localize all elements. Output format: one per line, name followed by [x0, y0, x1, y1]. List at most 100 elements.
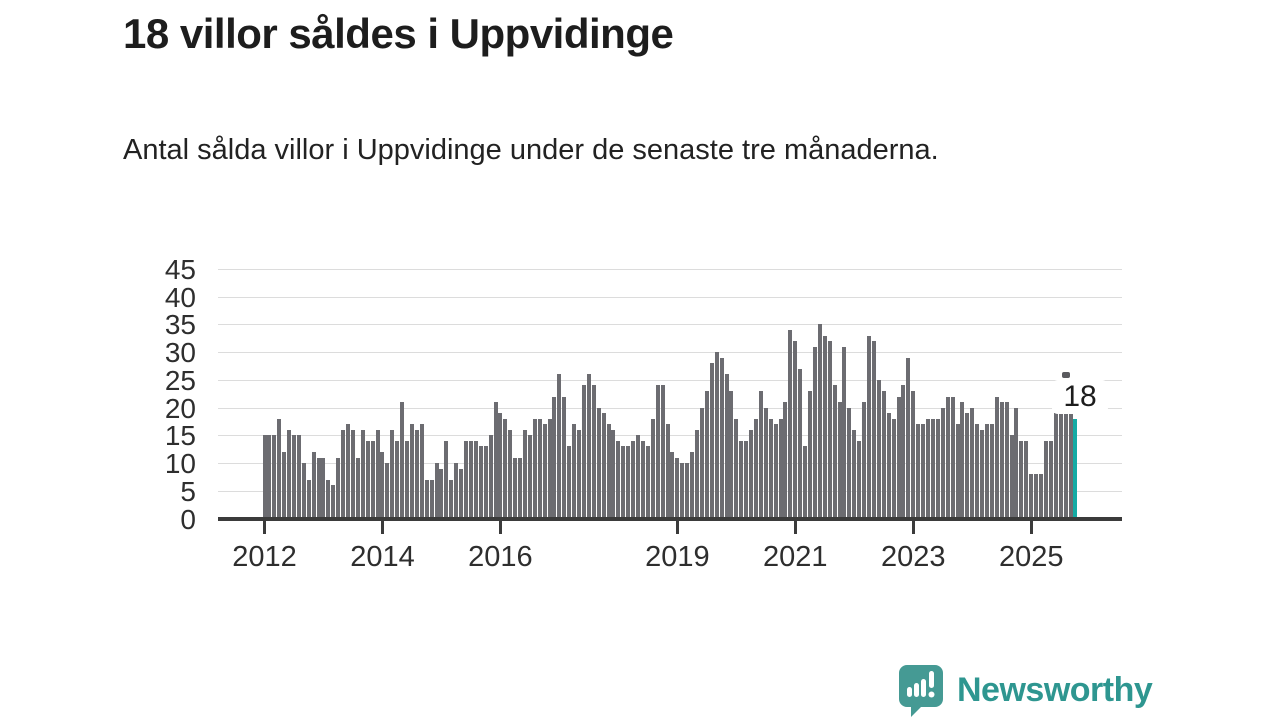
bar [724, 374, 729, 519]
bar [783, 402, 788, 519]
bar [729, 390, 734, 519]
bar [778, 418, 783, 519]
y-tick-label: 45 [164, 254, 196, 285]
bar [965, 413, 970, 519]
bar [557, 374, 562, 519]
bar [306, 479, 311, 519]
bar [935, 418, 940, 519]
bar [272, 435, 277, 519]
x-tick-label: 2014 [350, 541, 415, 573]
bar [714, 352, 719, 519]
bar [616, 440, 621, 519]
bar [400, 402, 405, 519]
x-axis-tick [263, 520, 266, 534]
bar [842, 346, 847, 519]
bar [994, 396, 999, 519]
bar [562, 396, 567, 519]
bar [955, 424, 960, 519]
bar [636, 435, 641, 519]
bar [945, 396, 950, 519]
newsworthy-logo: Newsworthy [897, 663, 1153, 717]
x-axis-line [218, 517, 1122, 521]
bar [690, 451, 695, 519]
grid-line [218, 490, 1122, 492]
bar [311, 451, 316, 519]
bar [685, 463, 690, 519]
bar [360, 429, 365, 519]
y-tick-label: 35 [164, 309, 196, 341]
bar [719, 357, 724, 519]
bar [267, 435, 272, 519]
bar [478, 446, 483, 519]
x-tick-label: 2023 [881, 541, 946, 573]
bar [596, 407, 601, 519]
bar [695, 429, 700, 519]
x-tick-label: 2025 [998, 541, 1064, 573]
bar [326, 479, 331, 519]
bar [591, 385, 596, 519]
bar [1063, 407, 1068, 519]
bar [709, 363, 714, 519]
y-tick-label: 5 [180, 475, 196, 507]
bar [1024, 440, 1029, 519]
bar [754, 418, 758, 519]
bar [950, 396, 955, 519]
bar [444, 440, 449, 519]
bar [1004, 402, 1009, 519]
bar [837, 402, 842, 519]
bar [346, 424, 351, 519]
x-tick-label: 2021 [763, 541, 828, 573]
bar [891, 418, 896, 519]
bar [1014, 407, 1019, 519]
bar [812, 346, 817, 519]
bar [822, 335, 827, 519]
bar [498, 413, 503, 519]
bar [572, 424, 577, 519]
newsworthy-logo-text: Newsworthy [957, 670, 1153, 709]
bar [577, 429, 582, 519]
bar [350, 429, 355, 519]
bar [921, 424, 926, 519]
bar [876, 379, 881, 519]
bar [1009, 435, 1014, 519]
bar [282, 451, 287, 519]
y-tick-label: 40 [164, 281, 196, 313]
bar [321, 457, 326, 519]
bar [773, 424, 778, 519]
bar [581, 385, 586, 519]
bar [277, 418, 282, 519]
bar [341, 429, 346, 519]
y-tick-label: 10 [164, 448, 196, 480]
chart-title: 18 villor såldes i Uppvidinge [123, 10, 674, 57]
y-tick-label: 25 [164, 364, 196, 396]
bar [395, 440, 400, 519]
bar [960, 402, 965, 519]
bar [532, 418, 537, 519]
bar [660, 385, 665, 519]
x-tick-label: 2019 [645, 541, 710, 573]
bar [827, 341, 832, 519]
bar [547, 418, 552, 519]
bar [650, 418, 655, 519]
bar [454, 463, 459, 519]
bar [262, 435, 267, 519]
bar [867, 335, 872, 519]
bar [896, 396, 901, 519]
bar [552, 396, 557, 519]
bar [414, 429, 419, 519]
bar [999, 402, 1004, 519]
bar [405, 440, 410, 519]
bar [380, 451, 385, 519]
bar [473, 440, 478, 519]
bar [744, 440, 749, 519]
grid-line [218, 296, 1122, 298]
bar [586, 374, 591, 519]
bar [758, 390, 763, 519]
bar [739, 440, 744, 519]
bar [464, 440, 468, 519]
bar [916, 424, 921, 519]
bar [1034, 474, 1039, 519]
bar [675, 457, 680, 519]
x-axis-tick [498, 520, 502, 534]
